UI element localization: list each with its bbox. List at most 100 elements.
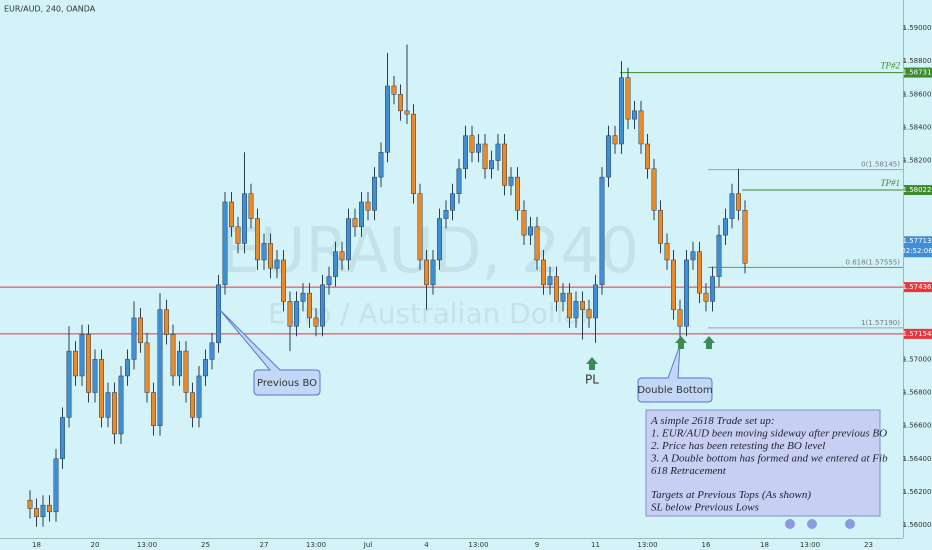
price-tag-label: 1.58022 (903, 186, 932, 194)
x-tick-label: 27 (260, 541, 269, 549)
candle-body (105, 392, 111, 418)
candle-body (593, 284, 598, 319)
x-tick-label: 23 (864, 541, 873, 549)
candle-body (684, 259, 689, 327)
x-tick-label: 18 (32, 541, 41, 549)
candle-body (99, 359, 104, 418)
y-tick-label: 1.59000 (903, 24, 932, 32)
arrow-up (703, 336, 715, 349)
candle-body (430, 259, 436, 286)
y-tick-label: 1.58600 (903, 90, 932, 98)
candle-body (365, 201, 371, 211)
candle-body (612, 135, 618, 145)
event-icon (807, 519, 817, 529)
price-tag (904, 282, 932, 293)
candle-body (417, 193, 423, 261)
level-label: TP#1 (880, 178, 900, 188)
watermark: EURAUD, 240 (221, 214, 639, 287)
candle-body (92, 359, 98, 393)
candle-body (697, 251, 702, 294)
note-line: SL below Previous Lows (651, 501, 759, 513)
candle-body (742, 210, 748, 264)
candle-body (170, 334, 176, 377)
candle-body (229, 201, 234, 228)
x-tick-label: 13:00 (306, 541, 326, 549)
candle-body (495, 143, 501, 161)
candle-body (567, 292, 572, 319)
candle-body (736, 193, 741, 211)
candle-body (73, 350, 78, 377)
callout-double-bottom (637, 344, 713, 403)
candle-body (281, 259, 286, 302)
candle-body (144, 342, 150, 393)
candle-body (326, 276, 332, 286)
x-tick-label: 13:00 (637, 541, 657, 549)
x-tick-label: 13:00 (137, 541, 157, 549)
candle-body (489, 160, 494, 170)
candle-body (216, 284, 221, 344)
callout-text: Double Bottom (637, 385, 712, 396)
candle-body (476, 143, 481, 153)
y-tick-label: 1.56800 (903, 389, 932, 397)
candle-body (333, 251, 338, 277)
y-tick-label: 1.56600 (903, 422, 932, 430)
plot (0, 44, 903, 527)
x-tick-label: Jul (363, 541, 373, 549)
y-tick-label: 1.56000 (903, 521, 932, 529)
candle-body (294, 301, 299, 327)
candle-body (307, 292, 312, 319)
candle-body (638, 110, 644, 145)
last-price-tag (904, 236, 932, 258)
candle-body (508, 176, 514, 186)
note-line: A simple 2618 Trade set up: (650, 415, 775, 427)
candle-body (424, 259, 429, 286)
candle-body (86, 334, 91, 393)
y-tick-label: 1.57000 (903, 355, 932, 363)
chart-title: EUR/AUD, 240, OANDA (4, 5, 96, 14)
candle-body (261, 243, 267, 261)
candle-body (177, 350, 182, 377)
pl-label: PL (585, 373, 599, 387)
x-tick-label: 9 (535, 541, 539, 549)
note-line: 3. A Double bottom has formed and we ent… (650, 453, 888, 465)
candle-body (443, 210, 449, 219)
note-line: 1. EUR/AUD been moving sideway after pre… (651, 428, 887, 440)
note-line: 618 Retracement (651, 465, 727, 477)
candle-body (671, 259, 676, 310)
y-tick-label: 1.58400 (903, 123, 932, 131)
note-lines: A simple 2618 Trade set up:1. EUR/AUD be… (650, 415, 888, 513)
candle-body (450, 193, 455, 211)
candle-body (209, 342, 215, 360)
countdown-label: 02:52:06 (901, 247, 932, 255)
candle-body (118, 375, 124, 435)
x-tick-label: 20 (91, 541, 100, 549)
candle-body (515, 176, 520, 211)
candle-body (586, 309, 592, 319)
candle-body (53, 458, 59, 513)
note-box (645, 409, 881, 517)
candle-body (378, 152, 384, 178)
price-tag-label: 1.58731 (903, 69, 932, 77)
candle-body (664, 243, 670, 261)
event-icon (785, 519, 795, 529)
price-tag (904, 185, 932, 196)
candle-body (534, 226, 540, 261)
note: A simple 2618 Trade set up:1. EUR/AUD be… (645, 409, 888, 517)
candle-body (710, 276, 715, 302)
candle-body (385, 85, 390, 153)
candle-body (391, 85, 397, 95)
fib-label: 0(1.58145) (861, 161, 900, 169)
arrow-up (586, 357, 598, 370)
x-tick-label: 11 (591, 541, 600, 549)
last-price-label: 1.57713 (903, 237, 932, 245)
x-tick-label: 25 (201, 541, 210, 549)
candle-body (268, 243, 273, 269)
candle-body (716, 234, 722, 277)
candle-body (190, 392, 195, 418)
candle-body (645, 143, 650, 170)
price-tag (904, 67, 932, 78)
x-tick-label: 13:00 (800, 541, 820, 549)
candle-body (521, 210, 527, 236)
candle-body (27, 499, 33, 509)
